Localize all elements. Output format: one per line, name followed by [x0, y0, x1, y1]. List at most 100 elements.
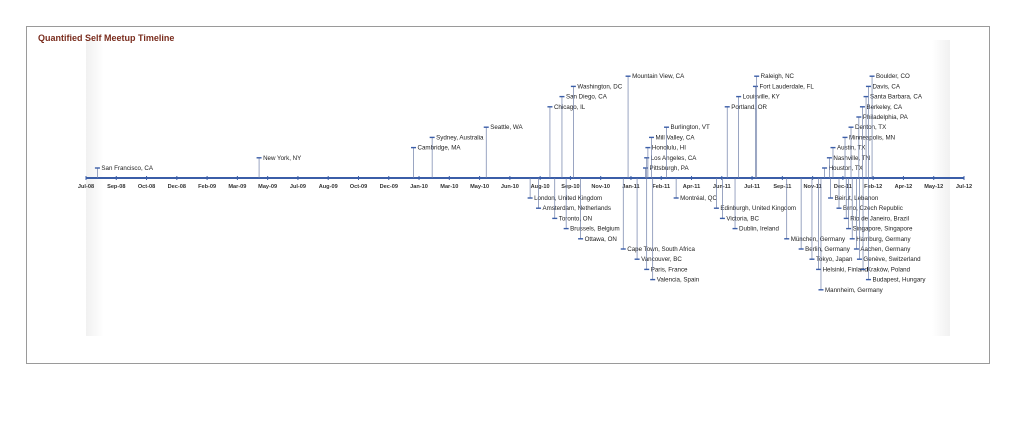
- axis-tick-label: Jan-11: [622, 184, 639, 190]
- axis-tick-label: Jan-10: [410, 184, 428, 190]
- event-above: Mill Valley, CA: [649, 134, 695, 178]
- axis-tick-label: Jul-08: [78, 184, 94, 190]
- axis-tick-labels: Jul-08 Sep-08 Oct-08 Dec-08 Feb-09 Mar-09 May-…: [78, 176, 972, 190]
- axis-tick-label: May-09: [258, 184, 277, 190]
- event-label: Portland, OR: [731, 104, 767, 111]
- event-label: Mannheim, Germany: [825, 287, 884, 294]
- event-label: Victoria, BC: [726, 215, 759, 222]
- event-below: Amsterdam, Netherlands: [536, 178, 611, 212]
- event-label: Tokyo, Japan: [816, 256, 853, 263]
- axis-tick-label: Feb-12: [864, 184, 882, 190]
- axis-tick-label: May-12: [924, 184, 943, 190]
- event-label: Hamburg, Germany: [856, 236, 911, 243]
- event-label: Brno, Czech Republic: [843, 205, 903, 212]
- event-above: Cambridge, MA: [411, 145, 461, 178]
- event-label: Budapest, Hungary: [872, 277, 926, 284]
- event-label: New York, NY: [263, 155, 301, 162]
- event-label: Raleigh, NC: [761, 73, 795, 80]
- event-above: Sydney, Australia: [429, 134, 484, 178]
- event-label: Genève, Switzerland: [863, 256, 921, 263]
- axis-tick-label: Jun-11: [713, 184, 731, 190]
- event-label: Los Angeles, CA: [651, 155, 698, 162]
- event-below: Toronto, ON: [552, 178, 592, 222]
- event-label: Chicago, IL: [554, 104, 586, 111]
- event-label: Pittsburgh, PA: [649, 165, 689, 172]
- event-below: Victoria, BC: [719, 178, 760, 222]
- event-above: Davis, CA: [865, 83, 901, 178]
- event-below: Paris, France: [644, 178, 688, 273]
- axis-tick-label: Apr-12: [895, 184, 913, 190]
- event-below: Aachen, Germany: [853, 178, 911, 253]
- event-below: Valencia, Spain: [650, 178, 700, 284]
- event-label: Sydney, Australia: [436, 134, 484, 141]
- event-label: Denton, TX: [855, 124, 886, 131]
- event-label: Helsinki, Finland: [823, 266, 869, 273]
- event-below: Brussels, Belgium: [563, 178, 620, 233]
- event-below: Vancouver, BC: [634, 178, 682, 263]
- event-below: Genève, Switzerland: [856, 178, 921, 263]
- event-label: Singapore, Singapore: [853, 226, 913, 233]
- event-below: Montréal, QC: [673, 178, 717, 202]
- event-above: Boulder, CO: [869, 73, 910, 178]
- axis-tick-label: Feb-11: [652, 184, 670, 190]
- event-label: Montréal, QC: [680, 195, 717, 202]
- event-above: Santa Barbara, CA: [863, 94, 923, 178]
- axis-tick-label: Oct-08: [138, 184, 155, 190]
- event-label: Honolulu, HI: [652, 145, 686, 152]
- event-above: Burlington, VT: [664, 124, 710, 178]
- event-label: Rio de Janeiro, Brazil: [850, 215, 909, 222]
- event-below: Berlin, Germany: [798, 178, 851, 253]
- event-label: Brussels, Belgium: [570, 226, 620, 233]
- axis-tick-label: Aug-09: [319, 184, 338, 190]
- event-below: London, United Kingdom: [527, 178, 602, 202]
- event-label: San Diego, CA: [566, 94, 608, 101]
- event-label: Cape Town, South Africa: [627, 246, 695, 253]
- event-label: Vancouver, BC: [641, 256, 682, 263]
- axis-tick-label: Dec-11: [834, 184, 852, 190]
- event-label: San Francisco, CA: [101, 165, 153, 172]
- event-above: Houston, TX: [822, 165, 863, 178]
- event-above: Honolulu, HI: [645, 145, 686, 178]
- event-below: Rio de Janeiro, Brazil: [843, 178, 909, 222]
- event-label: Dublin, Ireland: [739, 226, 779, 233]
- axis-tick-label: Sep-10: [561, 184, 579, 190]
- axis-tick-label: Jun-10: [501, 184, 519, 190]
- chart-title: Quantified Self Meetup Timeline: [38, 33, 175, 43]
- event-label: Seattle, WA: [490, 124, 523, 131]
- event-above: Los Angeles, CA: [644, 155, 697, 178]
- event-above: Louisville, KY: [736, 94, 780, 178]
- event-label: Aachen, Germany: [860, 246, 911, 253]
- plot-area: [86, 40, 950, 336]
- axis-tick-label: Jul-11: [744, 184, 760, 190]
- event-label: Santa Barbara, CA: [870, 94, 923, 101]
- event-above: Portland, OR: [724, 104, 768, 178]
- axis-tick-label: Sep-08: [107, 184, 125, 190]
- event-above: Denton, TX: [848, 124, 886, 178]
- event-below: Beirut, Lebanon: [828, 178, 879, 202]
- event-label: Amsterdam, Netherlands: [543, 205, 611, 212]
- event-above: Pittsburgh, PA: [642, 165, 689, 178]
- event-below: Hamburg, Germany: [849, 178, 911, 243]
- event-above: Fort Lauderdale, FL: [752, 83, 814, 178]
- event-below: Mannheim, Germany: [818, 178, 884, 294]
- event-label: Nashville, TN: [833, 155, 870, 162]
- event-below: Tokyo, Japan: [809, 178, 853, 263]
- event-above: New York, NY: [256, 155, 301, 178]
- event-below: Helsinki, Finland: [816, 178, 869, 273]
- axis-tick-label: Nov-11: [803, 184, 821, 190]
- event-label: Philadelphia, PA: [863, 114, 909, 121]
- axis-tick-label: Nov-10: [591, 184, 610, 190]
- event-above: Seattle, WA: [483, 124, 524, 178]
- event-below: Kraków, Poland: [860, 178, 911, 273]
- event-below: Budapest, Hungary: [865, 178, 926, 284]
- event-above: Mountain View, CA: [625, 73, 685, 178]
- event-label: Boulder, CO: [876, 73, 910, 80]
- axis-tick-label: May-10: [470, 184, 489, 190]
- event-label: Washington, DC: [577, 83, 622, 90]
- event-above: Nashville, TN: [826, 155, 870, 178]
- event-above: Raleigh, NC: [754, 73, 795, 178]
- event-below: Edinburgh, United Kingdom: [713, 178, 796, 212]
- event-label: Edinburgh, United Kingdom: [720, 205, 796, 212]
- event-below: Brno, Czech Republic: [836, 178, 903, 212]
